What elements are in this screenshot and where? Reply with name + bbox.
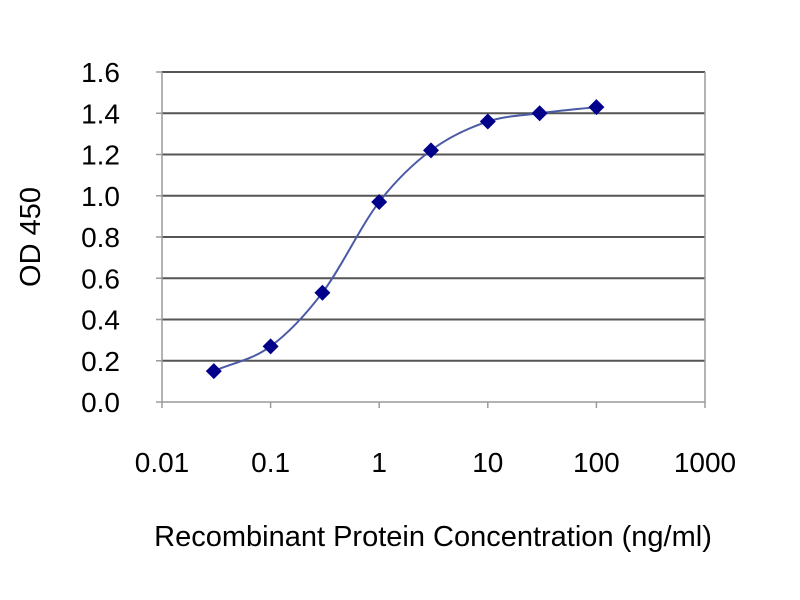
fit-curve	[213, 106, 597, 372]
x-tick-label: 10	[472, 447, 503, 478]
y-tick-label: 0.4	[81, 305, 120, 336]
y-tick-label: 0.8	[81, 222, 120, 253]
y-tick-label: 0.0	[81, 387, 120, 418]
data-point	[588, 99, 605, 116]
y-tick-label: 1.2	[81, 140, 120, 171]
y-tick-label: 0.6	[81, 263, 120, 294]
x-tick-labels: 0.01 0.1 1 10 100 1000	[135, 447, 736, 478]
data-points	[205, 99, 605, 380]
x-tick-label: 1000	[674, 447, 736, 478]
y-tick-label: 1.0	[81, 181, 120, 212]
y-tick-labels: 0.0 0.2 0.4 0.6 0.8 1.0 1.2 1.4 1.6	[81, 57, 120, 418]
x-tick-label: 1	[371, 447, 387, 478]
data-point	[314, 284, 331, 301]
x-tick-label: 100	[573, 447, 620, 478]
y-axis-title: OD 450	[15, 187, 47, 287]
data-point	[531, 105, 548, 122]
y-tick-label: 0.2	[81, 346, 120, 377]
fit-curve-group	[213, 106, 597, 372]
x-tick-label: 0.01	[135, 447, 190, 478]
data-point	[479, 113, 496, 130]
data-point	[262, 338, 279, 355]
y-tick-label: 1.6	[81, 57, 120, 88]
axes	[156, 71, 706, 408]
gridlines	[162, 71, 705, 362]
data-point	[423, 142, 440, 159]
data-point	[371, 193, 388, 210]
y-tick-label: 1.4	[81, 98, 120, 129]
data-point	[205, 363, 222, 380]
x-tick-label: 0.1	[251, 447, 290, 478]
x-axis-title: Recombinant Protein Concentration (ng/ml…	[154, 521, 712, 553]
